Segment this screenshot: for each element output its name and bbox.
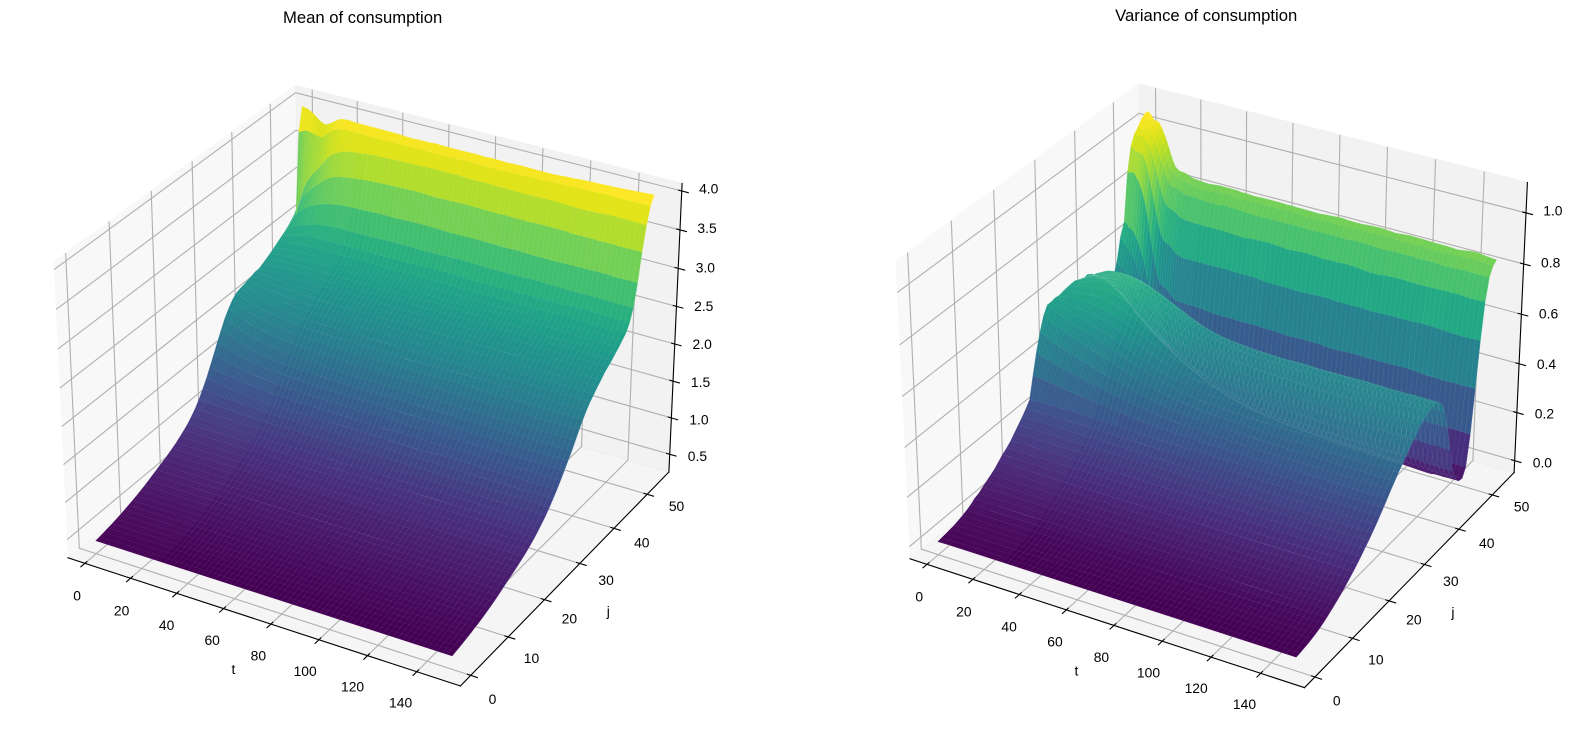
svg-text:4.0: 4.0 (699, 181, 719, 197)
svg-text:50: 50 (669, 498, 685, 514)
svg-text:Mean of consumption: Mean of consumption (283, 8, 442, 27)
svg-text:Variance of consumption: Variance of consumption (1115, 6, 1297, 25)
svg-text:80: 80 (251, 647, 267, 663)
svg-text:10: 10 (524, 650, 540, 666)
svg-text:140: 140 (1233, 696, 1256, 712)
svg-text:100: 100 (1137, 664, 1160, 680)
svg-text:20: 20 (956, 603, 972, 619)
svg-text:60: 60 (1047, 634, 1063, 650)
svg-text:10: 10 (1368, 652, 1384, 668)
svg-text:0.0: 0.0 (1533, 455, 1553, 471)
svg-text:120: 120 (1185, 680, 1208, 696)
svg-text:0.5: 0.5 (688, 448, 708, 464)
svg-text:0: 0 (73, 588, 81, 604)
svg-text:20: 20 (114, 602, 130, 618)
svg-text:t: t (232, 661, 236, 677)
svg-text:100: 100 (294, 663, 317, 679)
svg-text:80: 80 (1094, 649, 1110, 665)
svg-text:0: 0 (1333, 693, 1341, 709)
svg-text:t: t (1075, 662, 1079, 678)
svg-text:0: 0 (489, 691, 497, 707)
svg-text:0: 0 (915, 589, 923, 605)
svg-text:0.8: 0.8 (1541, 255, 1561, 271)
svg-text:0.4: 0.4 (1537, 356, 1557, 372)
svg-text:2.5: 2.5 (694, 298, 714, 314)
svg-text:30: 30 (598, 572, 614, 588)
svg-text:60: 60 (204, 632, 220, 648)
svg-text:40: 40 (1001, 618, 1017, 634)
svg-text:120: 120 (341, 679, 364, 695)
svg-text:0.2: 0.2 (1535, 406, 1555, 422)
svg-text:140: 140 (389, 694, 412, 710)
svg-text:40: 40 (634, 534, 650, 550)
svg-text:1.0: 1.0 (689, 411, 709, 427)
svg-text:20: 20 (1406, 612, 1422, 628)
svg-text:40: 40 (159, 617, 175, 633)
svg-text:3.5: 3.5 (697, 220, 717, 236)
svg-text:1.5: 1.5 (691, 374, 711, 390)
svg-text:1.0: 1.0 (1543, 203, 1563, 219)
svg-text:j: j (606, 603, 610, 619)
svg-text:50: 50 (1514, 498, 1530, 514)
svg-text:20: 20 (562, 610, 578, 626)
svg-text:0.6: 0.6 (1539, 306, 1559, 322)
svg-text:3.0: 3.0 (696, 259, 716, 275)
svg-text:j: j (1450, 604, 1454, 620)
svg-text:2.0: 2.0 (693, 336, 713, 352)
svg-text:40: 40 (1479, 535, 1495, 551)
svg-text:30: 30 (1443, 573, 1459, 589)
